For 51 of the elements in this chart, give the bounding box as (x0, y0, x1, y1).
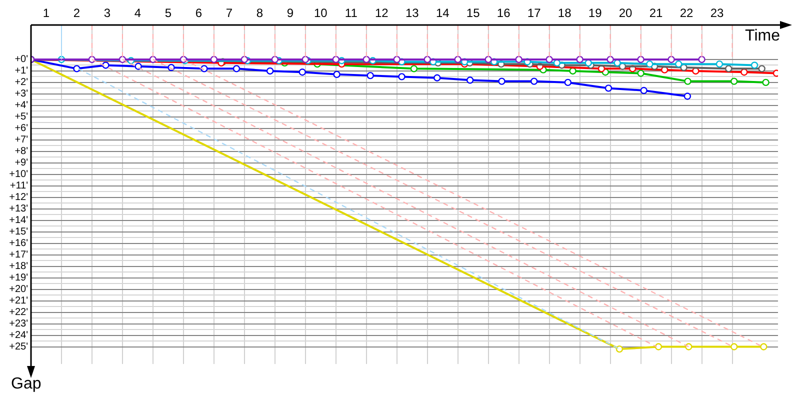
x-tick-label: 5 (164, 6, 172, 20)
y-tick-label: +18' (9, 261, 28, 272)
y-tick-label: +5' (14, 112, 28, 123)
y-tick-label: +12' (9, 192, 28, 204)
x-tick-label: 16 (496, 6, 511, 20)
y-tick-label: +23' (9, 318, 28, 330)
y-tick-label: +11' (10, 180, 28, 192)
x-tick-label: 17 (527, 6, 542, 20)
y-tick-label: +19' (9, 272, 28, 284)
y-tick-label: +9' (14, 158, 28, 169)
y-tick-label: +13' (9, 204, 28, 215)
x-tick-label: 8 (256, 6, 264, 20)
x-tick-label: 3 (104, 6, 111, 20)
y-tick-label: +7' (14, 134, 28, 146)
y-tick-label: +4' (14, 100, 28, 112)
y-tick-label: +3' (14, 88, 28, 100)
y-tick-label: +25' (9, 342, 28, 353)
y-tick-label: +1' (14, 66, 28, 77)
x-tick-label: 13 (405, 6, 420, 20)
x-tick-label: 6 (195, 6, 202, 20)
x-tick-label: 20 (618, 6, 633, 20)
x-tick-label: 22 (680, 6, 694, 20)
y-axis-title: Gap (11, 375, 42, 392)
y-tick-label: +10' (9, 169, 28, 180)
y-tick-label: +21' (9, 296, 28, 307)
x-tick-label: 7 (226, 6, 233, 20)
y-tick-label: +14' (9, 215, 28, 226)
x-tick-label: 15 (466, 6, 480, 20)
x-tick-label: 11 (344, 6, 358, 20)
x-axis-title: Time (745, 27, 780, 44)
x-tick-label: 14 (436, 6, 450, 20)
y-tick-label: +20' (9, 284, 28, 296)
x-tick-label: 18 (558, 6, 572, 20)
x-tick-label: 10 (314, 6, 328, 20)
y-tick-label: +16' (9, 238, 28, 250)
x-tick-label: 4 (134, 6, 142, 20)
y-tick-label: +17' (9, 250, 28, 261)
x-tick-label: 12 (374, 6, 389, 20)
x-tick-label: 19 (588, 6, 602, 20)
y-tick-label: +22' (9, 307, 28, 318)
y-tick-label: +0' (14, 54, 28, 66)
x-tick-label: 21 (649, 6, 664, 20)
y-tick-label: +2' (14, 77, 28, 88)
x-tick-label: 2 (73, 6, 80, 20)
x-tick-label: 9 (286, 6, 294, 20)
x-tick-label: 23 (710, 6, 724, 20)
y-tick-label: +6' (14, 123, 28, 134)
y-tick-label: +15' (9, 226, 28, 238)
x-tick-label: 1 (42, 6, 50, 20)
y-tick-label: +24' (9, 330, 28, 342)
y-tick-label: +8' (14, 146, 28, 158)
